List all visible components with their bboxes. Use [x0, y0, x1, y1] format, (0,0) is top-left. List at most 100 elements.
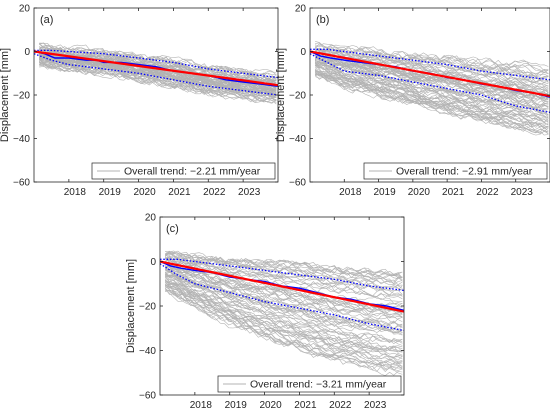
legend-box — [217, 375, 402, 393]
series-trend-line — [310, 50, 550, 98]
chart-panel-1: −60 −40 −20 0 20 2018 2019 2020 2021 2022 2023 Disp… — [275, 4, 550, 198]
y-tick-label: 0 — [300, 47, 306, 58]
y-tick-label: 0 — [150, 257, 156, 268]
y-axis-label: Displacement [mm] — [125, 259, 137, 353]
x-tick-label: 2019 — [99, 187, 122, 198]
panel-label: (c) — [166, 223, 179, 235]
series-individual-line — [164, 272, 403, 329]
series-individual-line — [164, 266, 403, 322]
x-tick-label: 2023 — [364, 400, 387, 411]
series-individual-line — [314, 71, 549, 125]
series-trend-line — [160, 260, 404, 313]
series-individual-line — [164, 280, 403, 353]
x-tick-label: 2020 — [259, 400, 282, 411]
series-individual-line — [165, 290, 403, 376]
series-lower-bound — [310, 53, 550, 114]
y-tick-label: 20 — [295, 4, 307, 15]
y-tick-label: −60 — [289, 178, 306, 189]
series-individual-line — [315, 41, 549, 67]
series-individual-group — [164, 250, 403, 376]
x-tick-label: 2023 — [238, 187, 261, 198]
series-individual-line — [314, 63, 549, 117]
series-individual-line — [165, 285, 403, 372]
y-tick-label: −60 — [139, 391, 156, 402]
legend-text: Overall trend: −2.91 mm/year — [396, 166, 533, 178]
series-individual-line — [314, 69, 549, 126]
series-individual-line — [165, 284, 403, 367]
legend-text: Overall trend: −3.21 mm/year — [250, 379, 387, 391]
series-individual-line — [314, 43, 549, 73]
x-tick-label: 2023 — [511, 187, 534, 198]
series-individual-line — [164, 284, 403, 365]
y-tick-label: −40 — [13, 134, 30, 145]
y-tick-label: −20 — [13, 91, 30, 102]
y-tick-label: −60 — [13, 178, 30, 189]
series-individual-line — [39, 46, 277, 82]
series-individual-line — [315, 49, 549, 81]
y-tick-label: 0 — [24, 47, 30, 58]
series-individual-line — [165, 279, 403, 343]
series-individual-line — [164, 282, 403, 359]
legend-box — [91, 162, 276, 180]
series-mean — [34, 50, 278, 87]
series-individual-line — [315, 60, 549, 100]
series-individual-line — [165, 286, 403, 363]
series-individual-line — [165, 257, 403, 292]
series-individual-line — [165, 290, 403, 368]
series-individual-line — [164, 256, 403, 291]
series-upper-bound — [310, 48, 550, 81]
series-individual-line — [164, 275, 403, 344]
y-tick-label: −20 — [289, 91, 306, 102]
series-individual-line — [314, 59, 549, 109]
y-tick-label: −40 — [289, 134, 306, 145]
y-axis-label: Displacement [mm] — [275, 48, 287, 142]
series-individual-line — [314, 72, 549, 133]
x-tick-label: 2019 — [225, 400, 248, 411]
series-individual-line — [315, 65, 549, 109]
series-individual-line — [315, 73, 549, 135]
series-individual-line — [315, 71, 549, 136]
series-individual-line — [165, 282, 403, 353]
series-individual-line — [39, 46, 277, 81]
x-tick-label: 2020 — [133, 187, 156, 198]
series-upper-bound — [160, 258, 404, 292]
series-upper-bound — [34, 49, 278, 79]
y-axis-label: Displacement [mm] — [0, 48, 11, 142]
series-individual-line — [39, 47, 277, 78]
legend-text: Overall trend: −2.21 mm/year — [124, 166, 261, 178]
series-individual-line — [165, 274, 403, 332]
series-lower-bound — [34, 53, 278, 96]
series-individual-line — [165, 252, 403, 280]
series-individual-line — [165, 282, 403, 354]
series-individual-line — [315, 65, 549, 113]
x-tick-label: 2021 — [168, 187, 191, 198]
chart-panel-0: −60 −40 −20 0 20 2018 2019 2020 2021 2022 2023 Disp… — [0, 4, 279, 198]
series-individual-line — [39, 46, 277, 84]
plot-content — [310, 41, 550, 136]
series-individual-line — [165, 278, 403, 351]
plot-area — [34, 8, 278, 182]
x-tick-label: 2022 — [329, 400, 352, 411]
x-tick-label: 2021 — [442, 187, 465, 198]
x-tick-label: 2018 — [190, 400, 213, 411]
x-tick-label: 2022 — [476, 187, 499, 198]
x-tick-label: 2018 — [64, 187, 87, 198]
y-tick-label: 20 — [145, 213, 157, 224]
x-tick-label: 2021 — [294, 400, 317, 411]
series-individual-line — [165, 257, 403, 298]
plot-content — [160, 250, 404, 376]
series-individual-line — [165, 274, 403, 333]
series-individual-line — [164, 281, 403, 361]
x-tick-label: 2019 — [373, 187, 396, 198]
series-individual-line — [164, 250, 403, 278]
panel-label: (a) — [40, 14, 53, 26]
series-individual-line — [314, 63, 549, 115]
series-individual-line — [314, 63, 549, 118]
series-individual-line — [39, 62, 277, 104]
series-individual-line — [39, 56, 277, 95]
chart-panel-2: −60 −40 −20 0 20 2018 2019 2020 2021 2022 2023 Disp… — [125, 213, 405, 411]
series-lower-bound — [160, 263, 404, 332]
y-tick-label: 20 — [19, 4, 31, 15]
series-individual-line — [314, 69, 549, 130]
